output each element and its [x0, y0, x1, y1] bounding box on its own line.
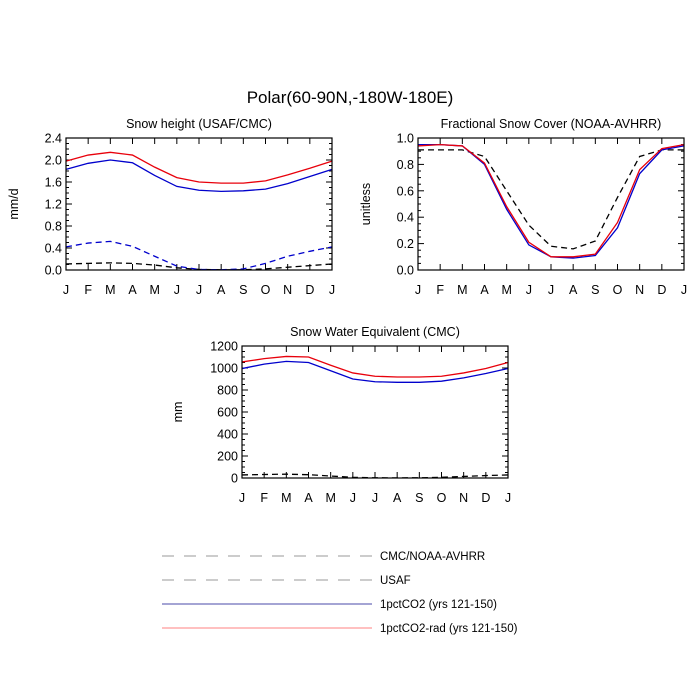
x-tick-label: J — [548, 283, 554, 297]
y-tick-label: 0.2 — [397, 237, 414, 251]
y-axis-label: unitless — [359, 183, 373, 225]
series-line — [241, 360, 509, 383]
x-tick-label: D — [481, 491, 490, 505]
plot-frame — [241, 345, 509, 479]
y-tick-label: 400 — [217, 428, 238, 442]
panel-title: Snow Water Equivalent (CMC) — [290, 325, 460, 339]
x-tick-label: N — [635, 283, 644, 297]
y-tick-label: 200 — [217, 450, 238, 464]
series-line — [418, 149, 684, 250]
y-axis-label: mm — [171, 402, 185, 423]
chart-panels: Snow height (USAF/CMC) mm/d 0.0 0.4 0.8 1.2 1.… — [7, 117, 687, 505]
x-tick-label: M — [325, 491, 335, 505]
y-tick-label: 0.8 — [45, 220, 62, 234]
legend-label: CMC/NOAA-AVHRR — [380, 551, 485, 563]
x-tick-label: A — [304, 491, 313, 505]
x-tick-label: J — [196, 283, 202, 297]
y-tick-label: 1200 — [210, 340, 238, 354]
x-tick-label: J — [505, 491, 511, 505]
y-tick-label: 600 — [217, 406, 238, 420]
y-tick-label: 0.0 — [45, 264, 62, 278]
series-line — [65, 240, 333, 271]
legend-entry: CMC/NOAA-AVHRR — [162, 551, 485, 563]
x-tick-label: N — [459, 491, 468, 505]
x-tick-label: S — [591, 283, 599, 297]
x-tick-label: A — [217, 283, 226, 297]
x-tick-label: M — [149, 283, 159, 297]
chart-panel-3: Snow Water Equivalent (CMC) mm 0 200 400 600 8… — [171, 325, 511, 505]
y-tick-label: 0.6 — [397, 184, 414, 198]
chart-panel-2: Fractional Snow Cover (NOAA-AVHRR) unitle… — [359, 117, 687, 297]
x-tick-label: J — [174, 283, 180, 297]
x-tick-label: J — [526, 283, 532, 297]
legend-entry: 1pctCO2 (yrs 121-150) — [162, 599, 497, 611]
panel-title: Snow height (USAF/CMC) — [126, 117, 272, 131]
series-line — [65, 151, 333, 184]
y-tick-label: 0 — [231, 472, 238, 486]
x-tick-label: J — [239, 491, 245, 505]
x-tick-label: N — [283, 283, 292, 297]
y-tick-label: 1.2 — [45, 198, 62, 212]
x-tick-label: A — [480, 283, 489, 297]
plot-frame — [417, 137, 685, 271]
x-tick-label: J — [681, 283, 687, 297]
y-tick-label: 1.0 — [397, 132, 414, 146]
series-line — [241, 355, 509, 378]
panel-title: Fractional Snow Cover (NOAA-AVHRR) — [441, 117, 662, 131]
x-tick-label: F — [260, 491, 268, 505]
plot-frame — [65, 137, 333, 271]
legend-entry: 1pctCO2-rad (yrs 121-150) — [162, 623, 518, 635]
y-tick-label: 1000 — [210, 362, 238, 376]
y-tick-label: 800 — [217, 384, 238, 398]
y-tick-label: 2.0 — [45, 154, 62, 168]
y-tick-label: 0.4 — [45, 242, 62, 256]
x-tick-label: D — [305, 283, 314, 297]
x-tick-label: O — [261, 283, 271, 297]
legend-entry: USAF — [162, 575, 411, 587]
x-tick-label: J — [329, 283, 335, 297]
series-line — [65, 159, 333, 193]
y-tick-label: 0.0 — [397, 264, 414, 278]
legend-label: 1pctCO2-rad (yrs 121-150) — [380, 623, 518, 635]
x-tick-label: S — [239, 283, 247, 297]
y-tick-label: 0.8 — [397, 158, 414, 172]
x-tick-label: A — [128, 283, 137, 297]
x-tick-label: S — [415, 491, 423, 505]
y-axis-label: mm/d — [7, 188, 21, 219]
x-tick-label: M — [105, 283, 115, 297]
x-tick-label: A — [569, 283, 578, 297]
x-tick-label: D — [657, 283, 666, 297]
x-tick-label: M — [501, 283, 511, 297]
legend-label: USAF — [380, 575, 411, 587]
legend: CMC/NOAA-AVHRR USAF 1pctCO2 (yrs 121-150) 1… — [162, 551, 518, 635]
figure-title: Polar(60-90N,-180W-180E) — [247, 88, 454, 107]
x-tick-label: M — [281, 491, 291, 505]
x-tick-label: O — [613, 283, 623, 297]
x-tick-label: J — [350, 491, 356, 505]
y-tick-label: 2.4 — [45, 132, 62, 146]
x-tick-label: A — [393, 491, 402, 505]
legend-label: 1pctCO2 (yrs 121-150) — [380, 599, 497, 611]
chart-panel-1: Snow height (USAF/CMC) mm/d 0.0 0.4 0.8 1.2 1.… — [7, 117, 335, 297]
y-tick-label: 1.6 — [45, 176, 62, 190]
x-tick-label: J — [63, 283, 69, 297]
x-tick-label: O — [437, 491, 447, 505]
x-tick-label: F — [84, 283, 92, 297]
y-tick-label: 0.4 — [397, 211, 414, 225]
x-tick-label: J — [415, 283, 421, 297]
x-tick-label: M — [457, 283, 467, 297]
x-tick-label: J — [372, 491, 378, 505]
series-line — [417, 143, 685, 258]
x-tick-label: F — [436, 283, 444, 297]
